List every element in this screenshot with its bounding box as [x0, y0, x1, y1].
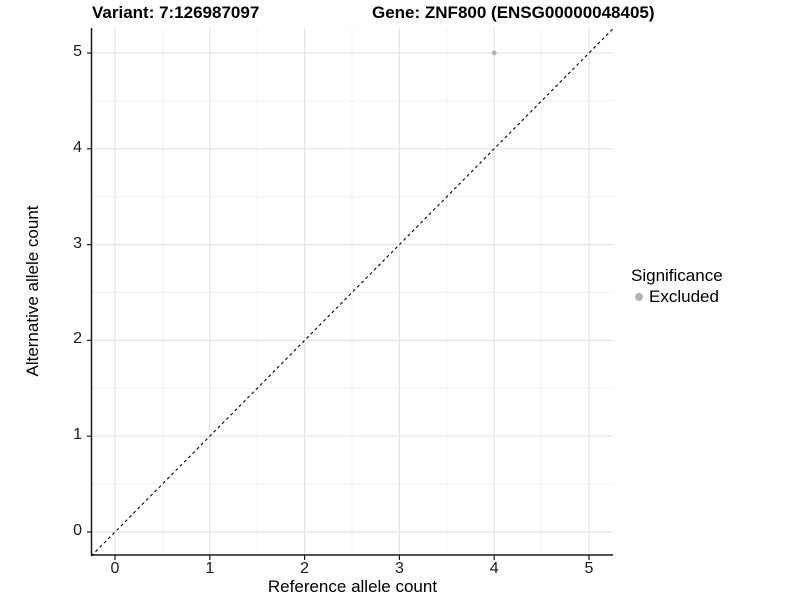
y-tick-label: 5 [73, 43, 82, 60]
legend-item-label: Excluded [649, 287, 719, 306]
y-tick-label: 2 [73, 330, 82, 348]
legend-title: Significance [631, 266, 723, 285]
x-tick-label: 4 [489, 560, 499, 577]
excluded-point-icon [635, 293, 643, 301]
x-tick-label: 2 [300, 560, 310, 577]
y-tick-label: 0 [73, 522, 82, 539]
y-tick-label: 1 [73, 426, 82, 444]
y-axis-title: Alternative allele count [23, 205, 42, 377]
x-tick-label: 0 [110, 560, 120, 577]
x-tick-label: 5 [584, 560, 594, 577]
plot-title-variant: Variant: 7:126987097 [92, 3, 260, 22]
legend: Significance Excluded [631, 266, 723, 307]
legend-item-excluded: Excluded [631, 287, 723, 307]
y-tick-label: 4 [73, 138, 82, 156]
x-tick-label: 1 [205, 560, 215, 577]
x-tick-label: 3 [394, 560, 404, 577]
data-point [491, 50, 497, 56]
plot-title-gene: Gene: ZNF800 (ENSG00000048405) [372, 3, 655, 22]
x-axis-title: Reference allele count [267, 577, 438, 596]
y-tick-label: 3 [73, 234, 82, 252]
